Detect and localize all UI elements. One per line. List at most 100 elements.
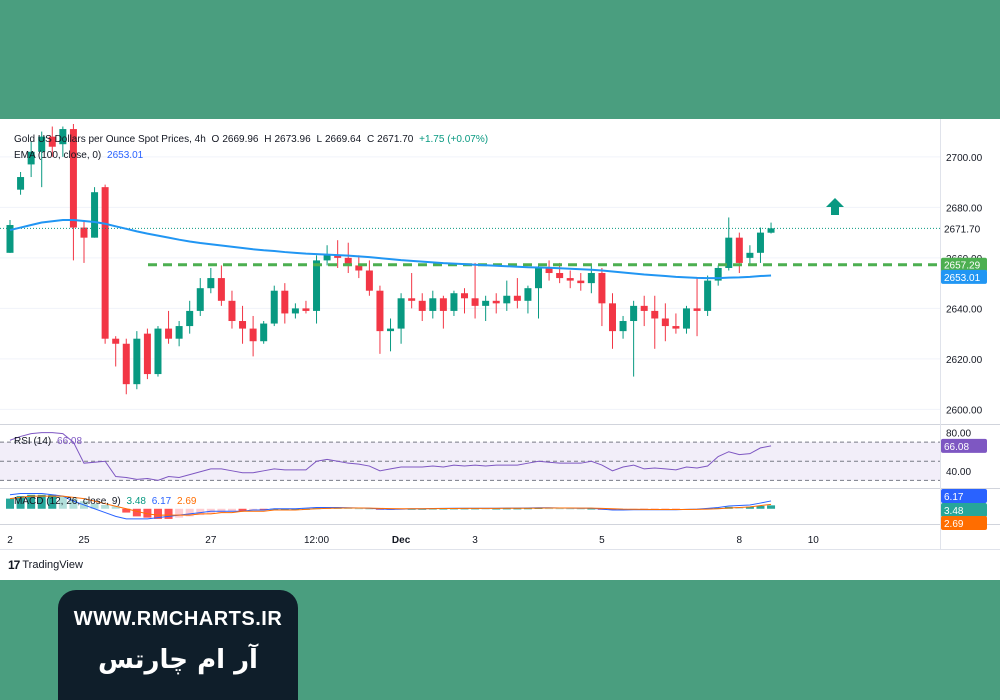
price-tick-label: 2700.00 (946, 153, 983, 164)
candle-up (767, 228, 775, 233)
brand-url[interactable]: WWW.RMCHARTS.IR (73, 608, 283, 630)
macd-histogram-bar (111, 506, 120, 509)
ema-value: 2653.01 (107, 150, 144, 161)
rsi-label[interactable]: RSI (14) (14, 436, 52, 447)
candle-down (112, 338, 120, 344)
rsi-value: 66.08 (57, 436, 83, 447)
macd-signal-value: 2.69 (177, 496, 197, 507)
candle-up (270, 290, 278, 324)
low-label: L (316, 134, 322, 145)
rsi-value-tag: 66.08 (944, 442, 969, 453)
close-label: C (366, 134, 375, 145)
macd-signal-tag-bg (941, 516, 987, 530)
candle-up (482, 300, 490, 306)
candle-down (566, 278, 574, 281)
brand-name: آر ام چارتس (98, 645, 258, 675)
macd-histogram-bar (481, 508, 490, 510)
macd-hist-value: 3.48 (126, 496, 146, 507)
candle-up (725, 237, 733, 268)
candle-down (439, 298, 447, 311)
level-price-tag-bg (941, 257, 987, 272)
macd-histogram-bar (227, 508, 236, 512)
macd-histogram-bar (587, 508, 596, 510)
up-arrow-icon (826, 198, 844, 215)
candle-down (735, 237, 743, 263)
macd-histogram-bar (37, 494, 46, 509)
macd-hist-tag-bg (941, 503, 987, 517)
macd-histogram-bar (745, 506, 754, 509)
macd-histogram-bar (756, 505, 765, 509)
last-price-tag: 2671.70 (944, 224, 981, 235)
candle-up (682, 308, 690, 329)
ema-price-tag: 2653.01 (944, 273, 981, 284)
macd-line-value: 6.17 (151, 496, 172, 507)
candle-up (6, 225, 14, 253)
ema-line (9, 218, 772, 280)
tradingview-brand[interactable]: 17 TradingView (8, 558, 83, 572)
candle-up (154, 328, 162, 375)
candle-up (746, 252, 754, 258)
change-value: +1.75 (+0.07%) (419, 134, 489, 145)
candle-up (704, 280, 712, 311)
last-price-tag-bg (941, 221, 987, 236)
candle-up (450, 293, 458, 311)
macd-histogram-bar (143, 508, 152, 518)
rsi-legend: RSI (14) 66.08 (14, 436, 85, 447)
macd-histogram-bar (365, 508, 374, 510)
macd-label[interactable]: MACD (12, 26, close, 9) (14, 496, 121, 507)
rsi-line (9, 432, 772, 481)
ema-label[interactable]: EMA (100, close, 0) (14, 150, 102, 161)
macd-histogram-bar (132, 508, 141, 517)
macd-histogram-bar (164, 508, 173, 519)
low-value: 2669.64 (325, 134, 362, 145)
time-tick-label: 27 (205, 535, 217, 546)
candle-up (186, 310, 194, 327)
macd-histogram-bar (48, 494, 57, 509)
candle-down (556, 273, 564, 279)
macd-histogram-bar (16, 496, 25, 509)
chart-svg[interactable]: 2600.002620.002640.002660.002680.002700.… (0, 119, 1000, 580)
candle-down (492, 300, 500, 304)
candle-down (344, 257, 352, 266)
candle-up (323, 255, 331, 261)
candle-up (91, 192, 99, 238)
open-value: 2669.96 (222, 134, 259, 145)
time-tick-label: 12:00 (304, 535, 329, 546)
symbol-name[interactable]: Gold US Dollars per Ounce Spot Prices, 4… (14, 134, 206, 145)
candle-down (408, 298, 416, 301)
candle-down (334, 255, 342, 258)
macd-histogram-bar (90, 503, 99, 509)
candle-down (376, 290, 384, 332)
candle-up (387, 328, 395, 332)
macd-signal-tag: 2.69 (944, 519, 964, 530)
ema-legend: EMA (100, close, 0) 2653.01 (14, 150, 146, 161)
macd-histogram-bar (492, 508, 501, 510)
candle-down (48, 136, 56, 147)
candle-up (133, 338, 141, 385)
close-value: 2671.70 (377, 134, 414, 145)
candle-down (281, 290, 289, 314)
time-tick-label: 5 (599, 535, 605, 546)
brand-box: WWW.RMCHARTS.IR آر ام چارتس (58, 590, 298, 700)
macd-histogram-bar (259, 508, 268, 511)
candle-down (418, 300, 426, 311)
price-legend: Gold US Dollars per Ounce Spot Prices, 4… (14, 134, 491, 145)
candle-down (513, 295, 521, 301)
macd-histogram-bar (249, 508, 258, 511)
candle-up (587, 273, 595, 284)
candle-down (80, 227, 88, 238)
candle-up (196, 288, 204, 311)
open-label: O (211, 134, 220, 145)
time-tick-label: 3 (472, 535, 478, 546)
candle-up (429, 298, 437, 311)
candle-up (756, 232, 764, 253)
macd-histogram-bar (27, 494, 36, 509)
candle-up (630, 305, 638, 322)
candle-up (503, 295, 511, 304)
macd-histogram-bar (513, 508, 522, 510)
candle-down (165, 328, 173, 339)
macd-histogram-bar (354, 508, 363, 510)
candle-up (207, 278, 215, 289)
candle-down (217, 278, 225, 301)
macd-histogram-bar (566, 508, 575, 510)
